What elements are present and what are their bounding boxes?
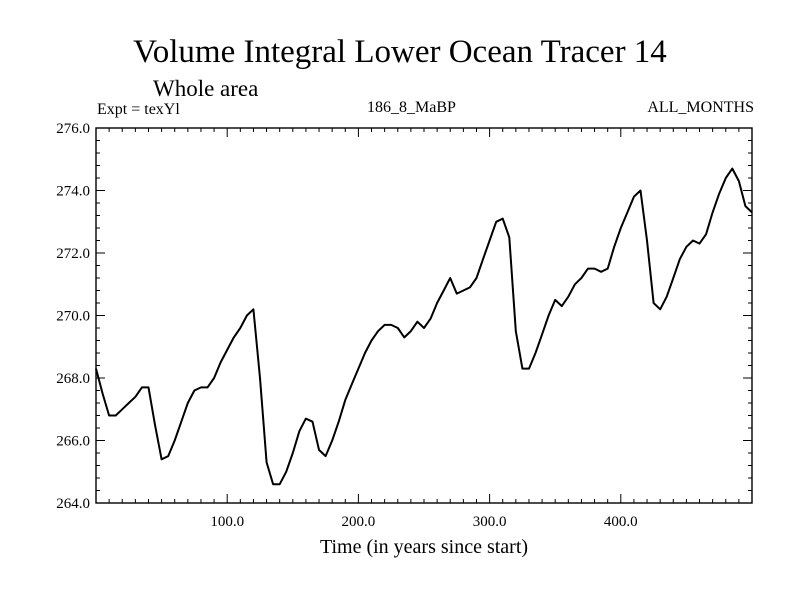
y-tick-label: 274.0 (56, 184, 90, 200)
y-tick-label: 270.0 (56, 309, 90, 325)
y-tick-label: 276.0 (56, 121, 90, 137)
x-axis-label: Time (in years since start) (319, 536, 529, 558)
period-label: 186_8_MaBP (367, 99, 456, 116)
series-layer (95, 167, 753, 486)
plot-frame (95, 127, 753, 504)
x-tick-label: 400.0 (604, 514, 638, 530)
y-tick-label: 272.0 (56, 246, 90, 262)
chart-title: Volume Integral Lower Ocean Tracer 14 (133, 34, 667, 70)
x-tick-label: 100.0 (210, 514, 244, 530)
y-tick-label: 266.0 (56, 434, 90, 450)
tick-labels: 264.0 266.0 268.0 270.0 272.0 274.0 276.0 100.0… (56, 121, 637, 530)
x-tick-label: 200.0 (342, 514, 376, 530)
months-label: ALL_MONTHS (647, 99, 754, 116)
y-tick-label: 264.0 (56, 496, 90, 512)
x-tick-label: 300.0 (473, 514, 507, 530)
series-line-0 (95, 167, 753, 486)
chart-subtitle: Whole area (153, 76, 259, 101)
axis-ticks (96, 127, 752, 504)
experiment-label: Expt = texYl (97, 101, 180, 118)
y-tick-label: 268.0 (56, 371, 90, 387)
